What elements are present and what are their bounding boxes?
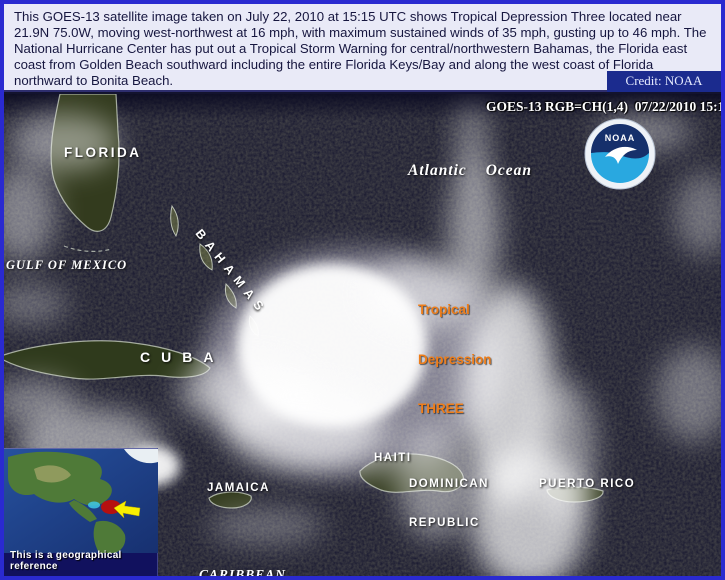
- label-dominican-line1: DOMINICAN: [409, 478, 489, 490]
- label-haiti: HAITI: [374, 452, 412, 464]
- storm-label-line2: Depression: [418, 351, 492, 367]
- label-caribbean-line1: CARIBBEAN: [199, 567, 287, 576]
- label-dominican-line2: REPUBLIC: [409, 517, 480, 529]
- label-caribbean-sea: CARIBBEAN SEA: [199, 532, 286, 576]
- inset-storm-marker: [101, 500, 121, 514]
- credit-badge: Credit: NOAA: [607, 71, 721, 92]
- image-caption: GOES-13 RGB=CH(1,4) 07/22/2010 15:15 UTC: [486, 99, 721, 114]
- noaa-logo: NOAA: [584, 118, 656, 190]
- storm-label-line3: THREE: [418, 401, 464, 416]
- label-gulf-of-mexico: GULF OF MEXICO: [6, 258, 128, 272]
- inset-central-america: [69, 500, 97, 522]
- header-description: This GOES-13 satellite image taken on Ju…: [14, 9, 707, 88]
- label-jamaica: JAMAICA: [207, 482, 270, 494]
- label-florida: FLORIDA: [64, 145, 142, 160]
- inset-greenland: [124, 449, 158, 464]
- label-cuba: CUBA: [140, 349, 225, 365]
- inset-arrow-icon: [113, 500, 141, 519]
- noaa-logo-text: NOAA: [605, 133, 636, 143]
- storm-label-line1: Tropical: [418, 302, 470, 317]
- label-dominican-republic: DOMINICAN REPUBLIC: [409, 452, 489, 556]
- inset-south-america: [93, 520, 126, 553]
- label-puerto-rico: PUERTO RICO: [539, 478, 636, 490]
- noaa-bird-icon: [605, 146, 637, 164]
- inset-map: This is a geographical reference: [4, 448, 158, 576]
- label-atlantic-ocean: Atlantic Ocean: [408, 162, 533, 179]
- satellite-image: GOES-13 RGB=CH(1,4) 07/22/2010 15:15 UTC…: [4, 94, 721, 576]
- inset-map-art: [4, 449, 158, 553]
- storm-label: Tropical Depression THREE: [418, 269, 492, 451]
- inset-caption: This is a geographical reference: [10, 550, 122, 572]
- header: This GOES-13 satellite image taken on Ju…: [4, 4, 721, 92]
